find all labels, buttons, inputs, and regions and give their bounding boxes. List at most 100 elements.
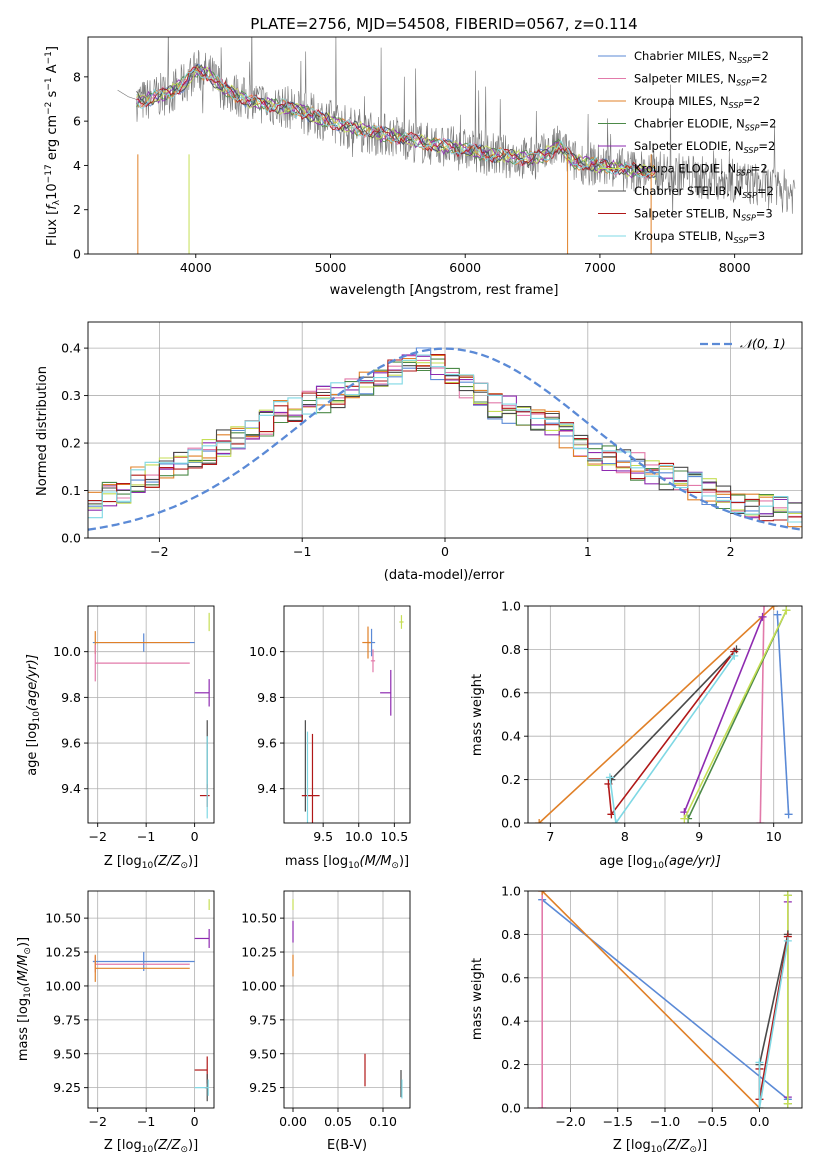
x-tick-label: 10.5	[380, 829, 408, 844]
errorbar-point	[362, 626, 371, 659]
axes-frame	[527, 605, 803, 824]
residuals-plot-area: −2 −1 0 1 2 0.0 0.1 0.2 0.3 0.4 𝒩(0, 1)	[61, 321, 803, 559]
mass-weight-vs-Z-xlabel: Z [log10(Z/Z⊙)]	[613, 1138, 707, 1155]
series-line	[683, 609, 788, 820]
x-tick-label: 8	[621, 829, 629, 844]
mass-vs-Z-panel: −2 −1 0 9.25 9.50 9.75 10.00 10.25 10.50 Z [log1…	[16, 890, 215, 1155]
x-tick-label: 1	[584, 544, 592, 559]
series-marker	[783, 891, 792, 900]
grid-lines	[88, 606, 214, 823]
y-tick-label: 10.25	[45, 945, 81, 960]
y-tick-label: 0.4	[501, 729, 521, 744]
y-tick-label: 0.6	[501, 685, 521, 700]
grid-lines	[88, 891, 214, 1108]
x-tick-label: 2	[727, 544, 735, 559]
model-spectrum-line	[136, 69, 657, 178]
y-tick-label: 0.6	[501, 970, 521, 985]
y-tick-label: 0.8	[501, 642, 521, 657]
errorbar-point	[370, 649, 376, 673]
age-vs-Z-panel: −2 −1 0 9.4 9.6 9.8 10.0 Z [log10(Z/Z⊙)] age […	[25, 605, 215, 871]
y-tick-label: 10.00	[241, 978, 277, 993]
y-tick-label: 0.8	[501, 927, 521, 942]
age-vs-mass-plot-area: 9.5 10.0 10.5 9.4 9.6 9.8 10.0	[249, 605, 411, 844]
series-line	[758, 940, 789, 1108]
x-tick-label: 0	[441, 544, 449, 559]
spectrum-title: PLATE=2756, MJD=54508, FIBERID=0567, z=0…	[250, 15, 637, 33]
x-tick-label: −1	[137, 829, 155, 844]
x-tick-label: 9	[695, 829, 703, 844]
series-marker	[784, 810, 793, 819]
y-tick-label: 10.0	[249, 644, 277, 659]
errorbar-point	[194, 679, 210, 707]
ticks: 4000 5000 6000 7000 8000 0 2 4 6 8	[73, 69, 751, 275]
legend-entry: Salpeter ELODIE, NSSP=2	[634, 139, 775, 155]
series-marker	[783, 936, 792, 945]
y-tick-label: 9.25	[249, 1080, 277, 1095]
errorbar-point	[399, 615, 404, 629]
y-tick-label: 1.0	[501, 884, 521, 899]
mass-weight-vs-Z-panel: −2.0 −1.5 −1.0 −0.5 0.0 0.0 0.2 0.4 0.6 0.8 1.0 Z …	[470, 884, 803, 1155]
x-tick-label: −2	[150, 544, 168, 559]
x-tick-label: −2	[88, 829, 106, 844]
series-marker	[756, 819, 765, 823]
series-marker	[535, 819, 544, 823]
legend-entry: 𝒩(0, 1)	[740, 336, 786, 351]
y-tick-label: 0.2	[501, 1057, 521, 1072]
y-tick-label: 9.75	[249, 1012, 277, 1027]
errorbar-point	[94, 954, 190, 982]
y-tick-label: 9.50	[53, 1046, 81, 1061]
mass-weight-vs-age-xlabel: age [log10(age/yr)]	[599, 854, 721, 871]
axes-frame	[527, 890, 803, 1109]
ticks: −2 −1 0 1 2 0.0 0.1 0.2 0.3 0.4	[61, 341, 734, 559]
x-tick-label: −1	[293, 544, 311, 559]
y-tick-label: 0.0	[501, 1101, 521, 1116]
axes-frame	[87, 321, 803, 539]
data-marks	[88, 347, 802, 531]
age-vs-mass-panel: 9.5 10.0 10.5 9.4 9.6 9.8 10.0 mass [log10(M/M…	[249, 605, 411, 871]
residuals-xlabel: (data-model)/error	[384, 568, 505, 583]
axes-frame	[87, 36, 803, 255]
mass-weight-vs-age-panel: 7 8 9 10 0.0 0.2 0.4 0.6 0.8 1.0 age [log10(age/y…	[470, 599, 803, 871]
y-tick-label: 2	[73, 202, 81, 217]
errorbar-point	[194, 1079, 209, 1096]
legend-entry: Chabrier STELIB, NSSP=2	[634, 184, 774, 200]
series-marker	[755, 1058, 764, 1067]
y-tick-label: 10.50	[45, 911, 81, 926]
x-tick-label: −2	[88, 1114, 106, 1129]
x-tick-label: −0.5	[697, 1114, 727, 1129]
ticks: −2.0 −1.5 −1.0 −0.5 0.0 0.0 0.2 0.4 0.6 0.8 1.0	[501, 884, 769, 1130]
age-vs-Z-xlabel: Z [log10(Z/Z⊙)]	[104, 854, 198, 871]
series-marker	[730, 651, 739, 660]
data-marks	[301, 615, 404, 823]
x-tick-label: −1	[137, 1114, 155, 1129]
x-tick-label: 7000	[584, 260, 616, 275]
series-marker	[769, 606, 778, 610]
mass-weight-vs-age-ylabel: mass weight	[470, 674, 485, 756]
y-tick-label: 0.3	[61, 388, 81, 403]
x-tick-label: 7	[546, 829, 554, 844]
y-tick-label: 0.4	[501, 1014, 521, 1029]
series-marker	[782, 606, 791, 615]
x-tick-label: −1.5	[603, 1114, 633, 1129]
series-marker	[611, 819, 620, 823]
age-vs-Z-ylabel: age [log10(age/yr)]	[25, 654, 42, 776]
age-vs-Z-plot-area: −2 −1 0 9.4 9.6 9.8 10.0	[53, 605, 215, 844]
data-marks	[92, 612, 210, 819]
y-tick-label: 6	[73, 114, 81, 129]
ticks: 0.00 0.05 0.10 9.25 9.50 9.75 10.00 10.25 10.50	[241, 911, 397, 1129]
axes-frame	[283, 605, 411, 824]
mass-vs-Z-ylabel: mass [log10(M/M⊙)]	[16, 937, 33, 1061]
ticks: 7 8 9 10 0.0 0.2 0.4 0.6 0.8 1.0	[501, 599, 782, 845]
mass-vs-Z-xlabel: Z [log10(Z/Z⊙)]	[104, 1138, 198, 1155]
model-spectrum-line	[136, 65, 657, 181]
y-tick-label: 9.75	[53, 1012, 81, 1027]
y-tick-label: 9.8	[61, 690, 81, 705]
y-tick-label: 0.4	[61, 341, 81, 356]
series-marker	[783, 1099, 792, 1108]
y-tick-label: 0.0	[61, 531, 81, 546]
model-spectrum-line	[136, 69, 657, 178]
x-tick-label: 0.0	[750, 1114, 770, 1129]
mass-weight-vs-Z-ylabel: mass weight	[470, 958, 485, 1040]
y-tick-label: 1.0	[501, 599, 521, 614]
